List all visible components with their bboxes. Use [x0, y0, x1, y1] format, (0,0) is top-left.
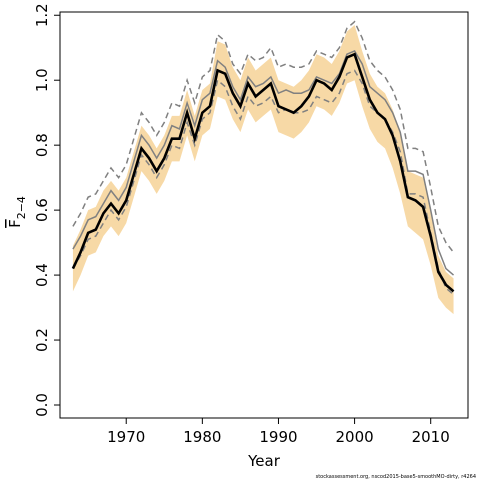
plot-frame — [59, 11, 469, 419]
y-tick-label: 0.2 — [33, 328, 51, 352]
confidence-band — [72, 24, 454, 315]
y-tick-label: 0.6 — [33, 198, 51, 222]
x-tick-label: 1980 — [183, 428, 221, 446]
x-tick-label: 2010 — [412, 428, 450, 446]
series-line — [72, 69, 455, 296]
x-tick-label: 2000 — [335, 428, 373, 446]
y-label-sub: 2−4 — [15, 196, 28, 219]
x-tick-label: 1970 — [107, 428, 145, 446]
series-line — [71, 52, 455, 293]
x-axis-label: Year — [247, 452, 281, 470]
y-axis-label: F2−4 — [6, 196, 28, 228]
series-line — [72, 20, 455, 253]
y-tick-label: 0.0 — [33, 393, 51, 417]
y-tick-label: 0.8 — [33, 133, 51, 157]
x-tick-label: 1990 — [259, 428, 297, 446]
series-line — [72, 50, 455, 276]
y-tick-label: 1.0 — [33, 68, 51, 92]
footnote: stockassessment.org, nscod2015-base5-smo… — [316, 474, 476, 480]
y-label-main: F — [6, 219, 24, 228]
y-tick-label: 0.4 — [33, 263, 51, 287]
y-tick-label: 1.2 — [33, 3, 51, 27]
